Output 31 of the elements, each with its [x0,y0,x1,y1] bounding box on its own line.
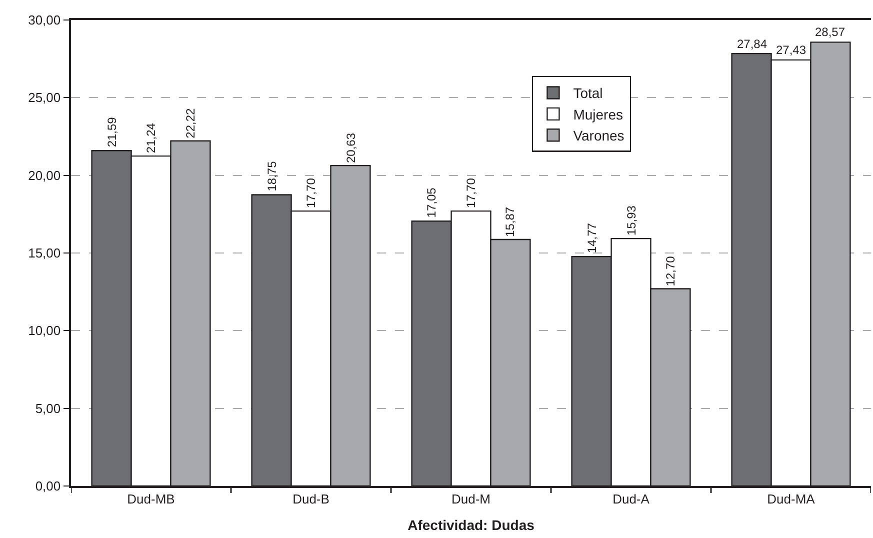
x-tick-label: Dud-M [451,491,491,506]
data-label: 12,70 [664,256,678,286]
y-tick-label: 20,00 [28,168,61,183]
data-label: 14,77 [584,222,599,254]
legend-label: Total [573,85,603,102]
data-label: 17,05 [424,187,438,218]
y-tick-label: 25,00 [28,90,61,106]
data-label: 22,22 [184,108,198,138]
data-label: 28,57 [815,25,846,39]
data-label: 18,75 [264,160,279,192]
x-tick-label: Dud-MB [127,491,175,506]
y-tick-label: 5,00 [35,400,61,416]
x-tick-label: Dud-B [292,491,330,506]
data-label: 17,70 [304,178,318,208]
x-axis-title: Afectividad: Dudas [408,517,535,534]
y-tick-label: 0,00 [35,478,61,494]
data-label: 15,87 [502,206,517,237]
data-label: 15,93 [624,205,638,236]
x-tick-label: Dud-A [612,491,650,506]
legend-label: Varones [573,128,624,144]
legend-label: Mujeres [573,106,623,122]
data-label: 21,59 [104,116,119,148]
data-label: 17,70 [464,178,478,208]
y-tick-label: 15,00 [28,246,61,261]
data-label: 21,24 [144,122,158,154]
x-tick-label: Dud-MA [767,491,816,506]
y-tick-label: 10,00 [28,323,61,338]
data-label: 27,84 [737,37,768,51]
data-label: 20,63 [344,132,358,164]
y-tick-label: 30,00 [28,12,61,28]
data-label: 27,43 [776,43,806,57]
